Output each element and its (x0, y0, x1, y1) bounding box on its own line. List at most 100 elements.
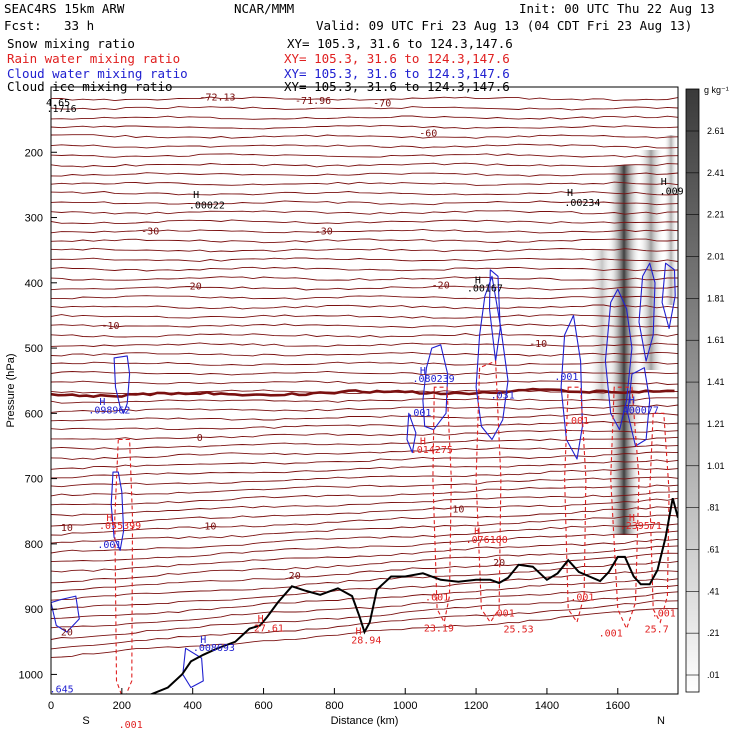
y-tick-label: 300 (25, 213, 43, 225)
colorbar-label: .41 (707, 586, 720, 596)
field-annotation: H (258, 614, 264, 625)
temperature-contour (51, 200, 678, 206)
temperature-contour (51, 600, 678, 650)
colorbar-label: .61 (707, 544, 720, 554)
cloud-water-contour (406, 412, 417, 454)
field-annotation: .00167 (467, 283, 503, 294)
axes: 0 200 400 600 800 1000 1200 1400 160020030040050… (5, 147, 665, 727)
temperature-contour (51, 484, 678, 506)
field-annotation: .1716 (47, 104, 77, 115)
x-tick-label: 800 (325, 700, 343, 712)
center-name: NCAR/MMM (234, 1, 295, 16)
snow-band (664, 135, 678, 305)
temperature-contour (51, 134, 678, 139)
temperature-contour (51, 476, 678, 497)
colorbar-label: 2.21 (707, 210, 725, 220)
temperature-contour (51, 404, 678, 413)
temperature-contour (51, 295, 678, 300)
cloud-water-contour (51, 595, 80, 633)
field-annotation: H (475, 276, 481, 287)
field-annotation: .00022 (189, 200, 225, 211)
temperature-contour-label: -30 (315, 227, 333, 238)
field-annotation: H (661, 177, 667, 188)
field-annotation: H (629, 513, 635, 524)
field-name-rain: Rain water mixing ratio (7, 51, 181, 66)
colorbar-label: 1.41 (707, 377, 725, 387)
rain-water-contour (114, 438, 134, 694)
temperature-contour-label: -10 (101, 321, 119, 332)
temperature-contour (51, 115, 678, 120)
temperature-contour (51, 266, 678, 272)
temperature-contour-label: 10 (452, 505, 464, 516)
field-annotation: .008693 (193, 643, 235, 654)
rain-water-contour (610, 386, 640, 631)
temperature-contour (51, 210, 678, 215)
temperature-contour (51, 468, 678, 488)
field-annotation: .001 (565, 416, 589, 427)
temperature-contour-label: 20 (493, 558, 505, 569)
field-annotation: H (420, 437, 426, 448)
temperature-contour-label: -30 (141, 227, 159, 238)
field-annotation: 25.53 (504, 625, 534, 636)
temperature-contour (51, 578, 678, 619)
field-annotation: .080239 (413, 374, 455, 385)
field-annotation: .239571 (620, 521, 662, 532)
field-annotation: 4.65 (46, 98, 70, 109)
field-annotation: .001 (407, 408, 431, 419)
cloud-water-contour (488, 269, 501, 362)
temperature-contour (51, 584, 678, 629)
temperature-contour (51, 429, 678, 440)
field-xy-rain: XY= 105.3, 31.6 to 124.3,147.6 (284, 51, 510, 66)
snow-band (589, 250, 615, 400)
temperature-contour (51, 219, 678, 225)
y-axis-title: Pressure (hPa) (5, 354, 17, 428)
field-annotation: H (193, 190, 199, 201)
temperature-contour-label: -10 (529, 339, 547, 350)
temperature-contour-label: 20 (61, 627, 73, 638)
snow-band (638, 150, 664, 370)
temperature-contour-label: 10 (204, 522, 216, 533)
colorbar-label: 2.41 (707, 168, 725, 178)
temperature-contour (51, 285, 678, 291)
cloud-water-contour (560, 314, 583, 460)
field-name-snow: Snow mixing ratio (7, 36, 135, 51)
field-xy-cloud-water: XY= 105.3, 31.6 to 124.3,147.6 (284, 66, 510, 81)
temperature-contour (51, 380, 678, 386)
x-tick-label: 0 (48, 700, 54, 712)
field-annotation: H (474, 527, 480, 538)
temperature-contour (51, 257, 678, 262)
terrain (51, 497, 678, 694)
colorbar: 2.61 2.41 2.21 2.01 1.81 1.61 1.41 1.21 1.01 .81.… (685, 85, 729, 693)
cloud-water-contours (51, 262, 676, 689)
fcst-label: Fcst: (4, 18, 42, 33)
field-annotation: .001 (599, 629, 623, 640)
temperature-contour (51, 162, 678, 168)
temperature-contour (51, 247, 678, 253)
field-xy-snow: XY= 105.3, 31.6 to 124.3,147.6 (287, 36, 513, 51)
temperature-contour (51, 560, 678, 601)
field-annotation: .001 (425, 593, 449, 604)
temperature-contour (51, 106, 678, 111)
colorbar-label: 1.61 (707, 335, 725, 345)
temperature-contour (51, 506, 678, 536)
colorbar-label: .21 (707, 628, 720, 638)
valid-time: Valid: 09 UTC Fri 23 Aug 13 (04 CDT Fri … (316, 18, 693, 33)
temperature-contour-label: 10 (61, 523, 73, 534)
x-tick-label: 200 (113, 700, 131, 712)
field-name-cloud-ice: Cloud ice mixing ratio (7, 79, 173, 94)
y-tick-label: 800 (25, 539, 43, 551)
y-tick-label: 500 (25, 343, 43, 355)
x-tick-label: 1200 (464, 700, 488, 712)
colorbar-scale (685, 88, 700, 693)
temperature-contour (51, 153, 678, 158)
temperature-contour-label: -20 (432, 281, 450, 292)
south-label: S (82, 715, 89, 727)
rain-water-contour (432, 386, 452, 624)
temperature-contour (51, 191, 678, 196)
colorbar-label: 2.61 (707, 126, 725, 136)
y-tick-label: 400 (25, 278, 43, 290)
temperature-contour-label: -20 (184, 281, 202, 292)
snow-shading (589, 135, 678, 535)
field-annotation: -72.13 (199, 93, 235, 104)
north-label: N (657, 715, 665, 727)
